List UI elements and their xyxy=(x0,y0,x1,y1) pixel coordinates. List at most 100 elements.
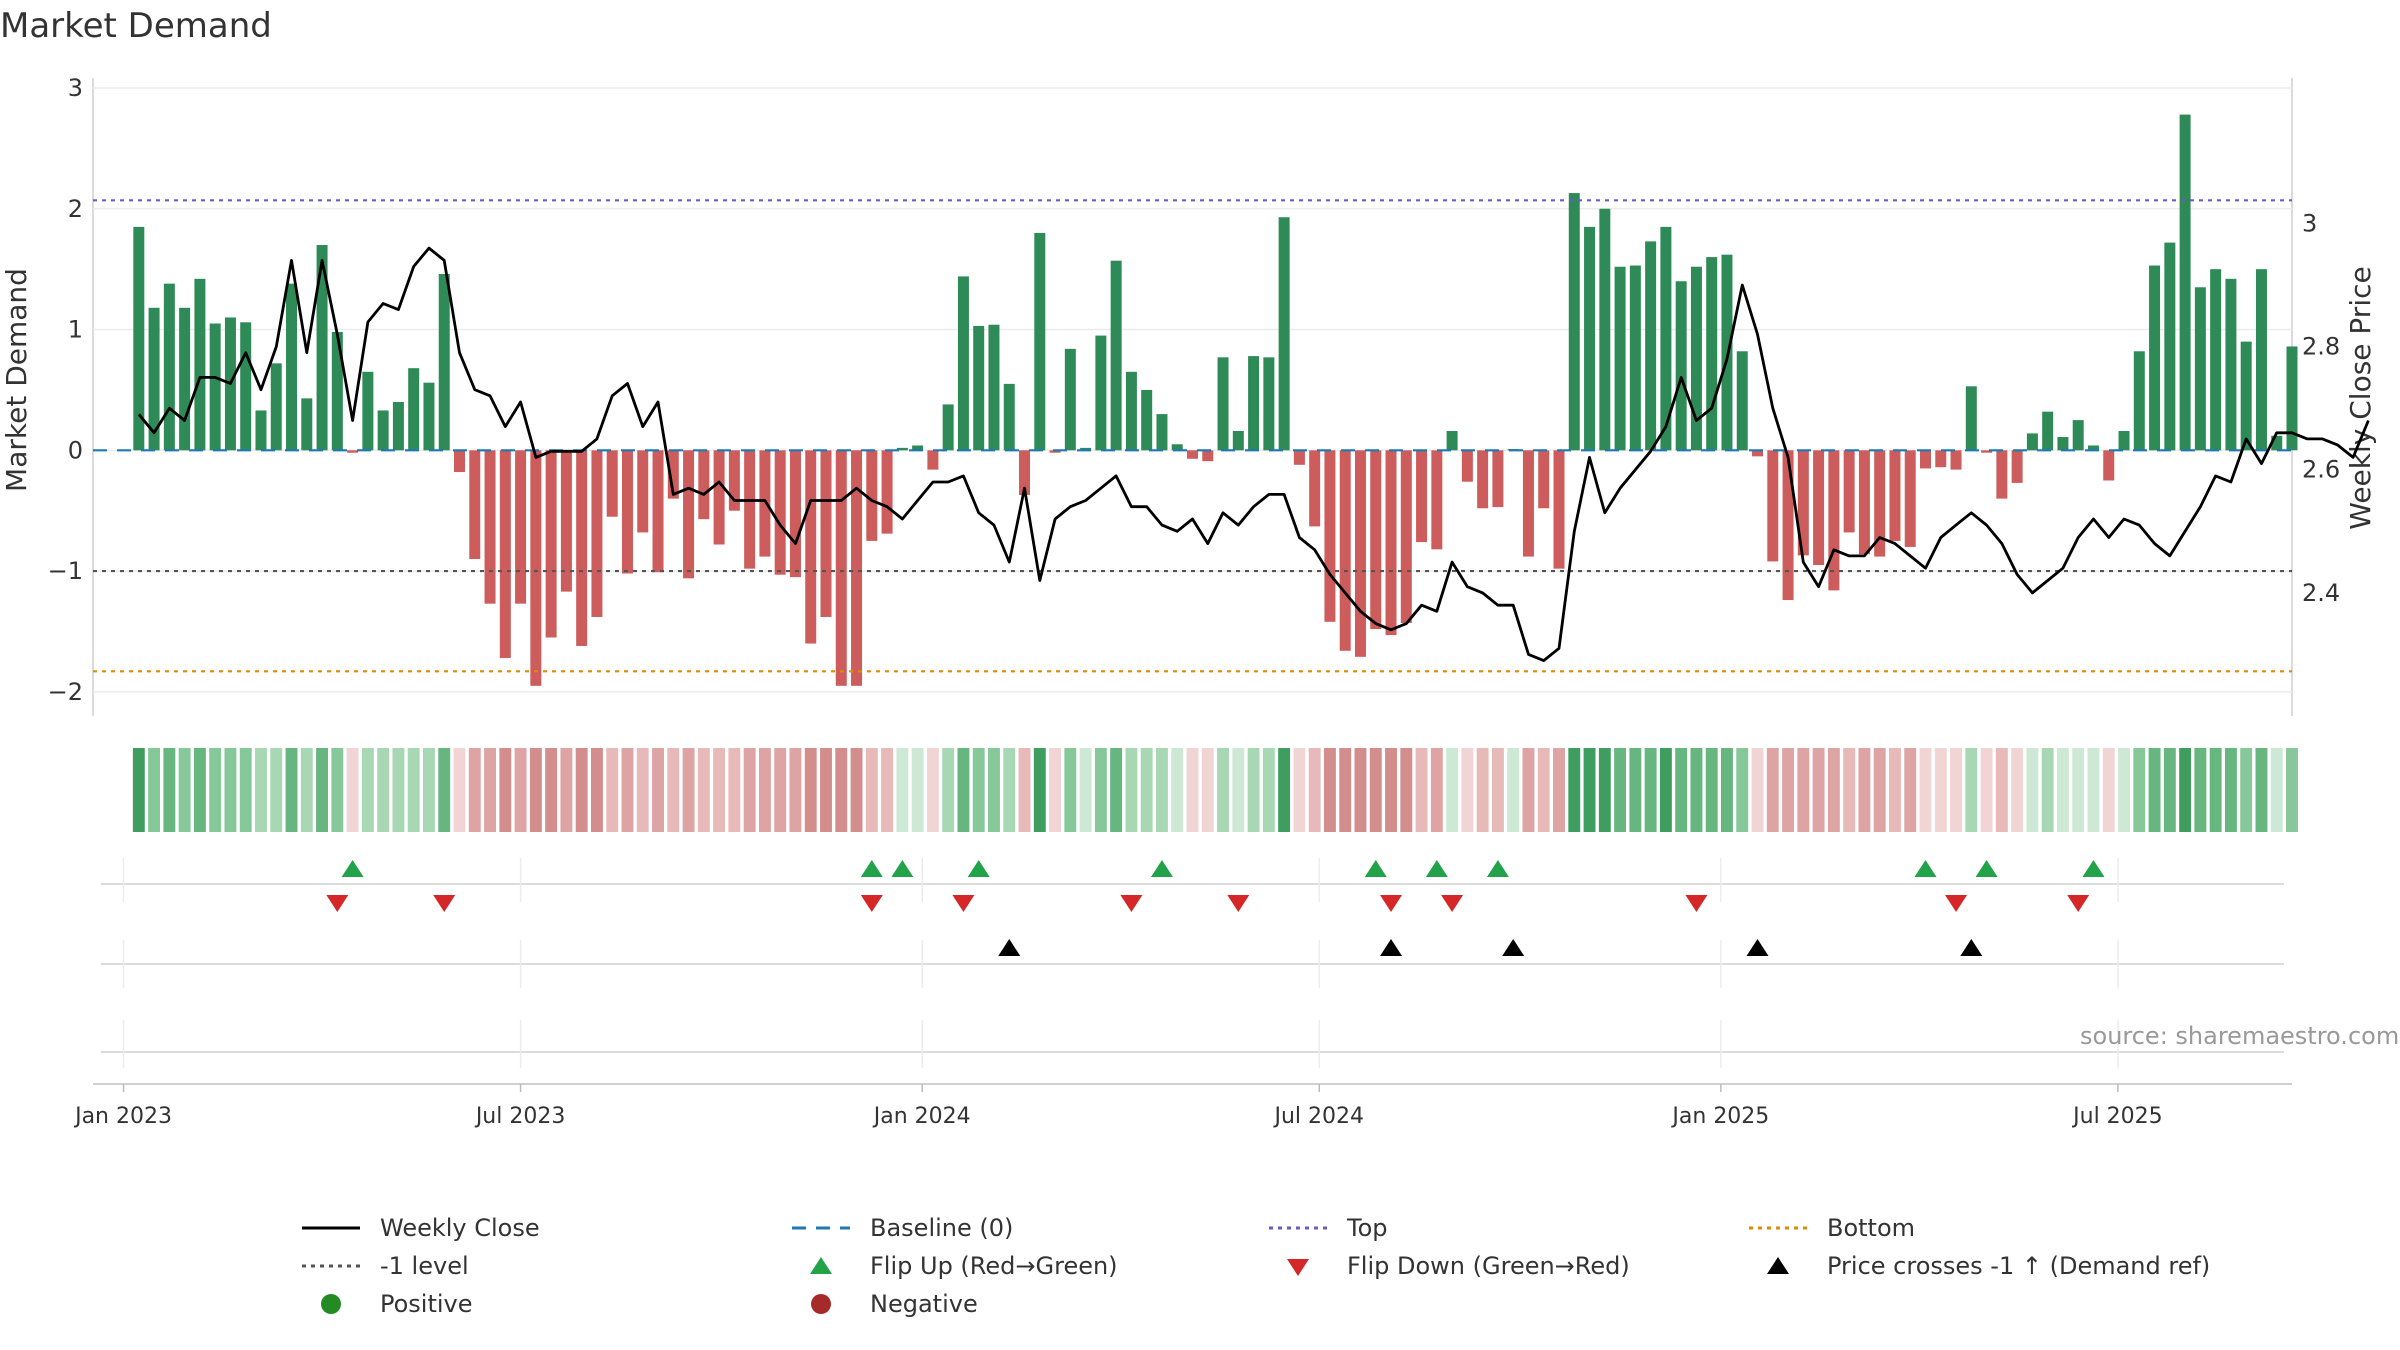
demand-bar xyxy=(927,450,939,470)
heat-cell xyxy=(2011,748,2024,832)
demand-bar xyxy=(744,450,756,569)
heat-cell xyxy=(1018,748,1031,832)
legend-dot-red-icon xyxy=(811,1294,831,1314)
heat-cell xyxy=(667,748,680,832)
demand-bar xyxy=(2042,411,2054,451)
heat-cell xyxy=(911,748,924,832)
chart-title: Market Demand xyxy=(0,6,272,46)
heat-cell xyxy=(865,748,878,832)
heat-cell xyxy=(820,748,832,832)
x-tick-label: Jul 2025 xyxy=(2071,1104,2163,1129)
flip-down-marker xyxy=(433,895,456,912)
demand-bar xyxy=(316,245,328,451)
demand-bar xyxy=(2011,450,2023,483)
heat-cell xyxy=(1598,748,1611,832)
flip-down-marker xyxy=(1685,895,1708,912)
flip-up-marker xyxy=(1914,860,1937,877)
demand-bar xyxy=(560,450,572,592)
demand-bar xyxy=(1522,450,1534,557)
demand-bar xyxy=(1782,450,1794,601)
y2-tick-label: 2.6 xyxy=(2302,456,2340,484)
demand-bar xyxy=(728,450,740,511)
heat-cell xyxy=(468,748,481,832)
demand-bar xyxy=(1477,450,1489,509)
heat-cell xyxy=(2240,748,2253,832)
price-cross-marker xyxy=(1502,939,1525,956)
legend-price-cross: Price crosses -1 ↑ (Demand ref) xyxy=(1747,1248,2210,1284)
demand-bar xyxy=(377,410,389,451)
heat-cell xyxy=(1079,748,1092,832)
heat-cell xyxy=(377,748,390,832)
legend-line-black-icon xyxy=(302,1226,360,1230)
demand-bar xyxy=(1125,371,1137,451)
heat-cell xyxy=(1553,748,1565,832)
heat-cell xyxy=(1461,748,1474,832)
heat-cell xyxy=(1323,748,1336,832)
demand-bar xyxy=(1690,266,1702,451)
heat-cell xyxy=(2118,748,2130,832)
demand-bar xyxy=(1049,450,1061,453)
heat-cell xyxy=(942,748,955,832)
demand-bar xyxy=(1110,260,1122,451)
demand-bar xyxy=(1828,450,1840,591)
demand-bar xyxy=(1446,430,1458,451)
heat-cell xyxy=(270,748,283,832)
heat-cell xyxy=(1476,748,1489,832)
y-tick-label: 1 xyxy=(68,316,83,344)
legend-flip-down: Flip Down (Green→Red) xyxy=(1267,1248,1630,1284)
demand-bar xyxy=(1767,450,1779,562)
demand-bar xyxy=(1278,217,1290,451)
demand-bar xyxy=(2240,341,2252,451)
heat-cell xyxy=(621,748,634,832)
y2-tick-label: 2.8 xyxy=(2302,333,2340,361)
demand-bar xyxy=(2118,430,2130,451)
demand-bar xyxy=(637,450,649,533)
demand-bar xyxy=(1889,450,1901,541)
demand-bar xyxy=(576,450,588,646)
legend-label: -1 level xyxy=(380,1252,469,1280)
main-gridlines xyxy=(92,78,2293,716)
heat-cell xyxy=(163,748,176,832)
legend-negative: Negative xyxy=(790,1286,978,1322)
demand-bar xyxy=(484,450,496,604)
demand-bar xyxy=(2271,435,2283,451)
demand-bar xyxy=(606,450,618,517)
y2-axis-label: Weekly Close Price xyxy=(2344,266,2377,529)
demand-bar xyxy=(1660,226,1672,451)
heat-cell xyxy=(1629,748,1642,832)
heat-cell xyxy=(1537,748,1550,832)
demand-bar xyxy=(499,450,511,659)
demand-bar xyxy=(2026,433,2038,451)
demand-bar xyxy=(973,325,985,451)
heat-cell xyxy=(1919,748,1932,832)
heat-cell xyxy=(514,748,527,832)
heat-cell xyxy=(316,748,329,832)
heat-cell xyxy=(2087,748,2100,832)
demand-bar xyxy=(1797,450,1809,556)
demand-bar xyxy=(2164,242,2176,451)
heat-cell xyxy=(1934,748,1947,832)
demand-bar xyxy=(1324,450,1336,622)
heat-cell xyxy=(132,748,145,832)
heat-cell xyxy=(575,748,588,832)
demand-bars xyxy=(133,114,2298,686)
demand-bar xyxy=(1370,450,1382,630)
demand-bar xyxy=(2057,437,2069,451)
heat-cell xyxy=(1736,748,1749,832)
demand-bar xyxy=(1904,450,1916,547)
heat-cell xyxy=(2056,748,2069,832)
x-tick-label: Jan 2024 xyxy=(872,1104,971,1129)
heat-cell xyxy=(361,748,374,832)
legend-positive: Positive xyxy=(300,1286,473,1322)
heat-cell xyxy=(957,748,970,832)
heat-cell xyxy=(346,748,359,832)
heat-cell xyxy=(1858,748,1871,832)
heat-cell xyxy=(2072,748,2085,832)
heat-cell xyxy=(1217,748,1229,832)
demand-bar xyxy=(1064,348,1076,451)
legend-dot-grey-icon xyxy=(302,1264,360,1268)
heat-cell xyxy=(926,748,939,832)
heat-cell xyxy=(881,748,894,832)
heat-cell xyxy=(1782,748,1795,832)
demand-bar xyxy=(1981,450,1993,453)
